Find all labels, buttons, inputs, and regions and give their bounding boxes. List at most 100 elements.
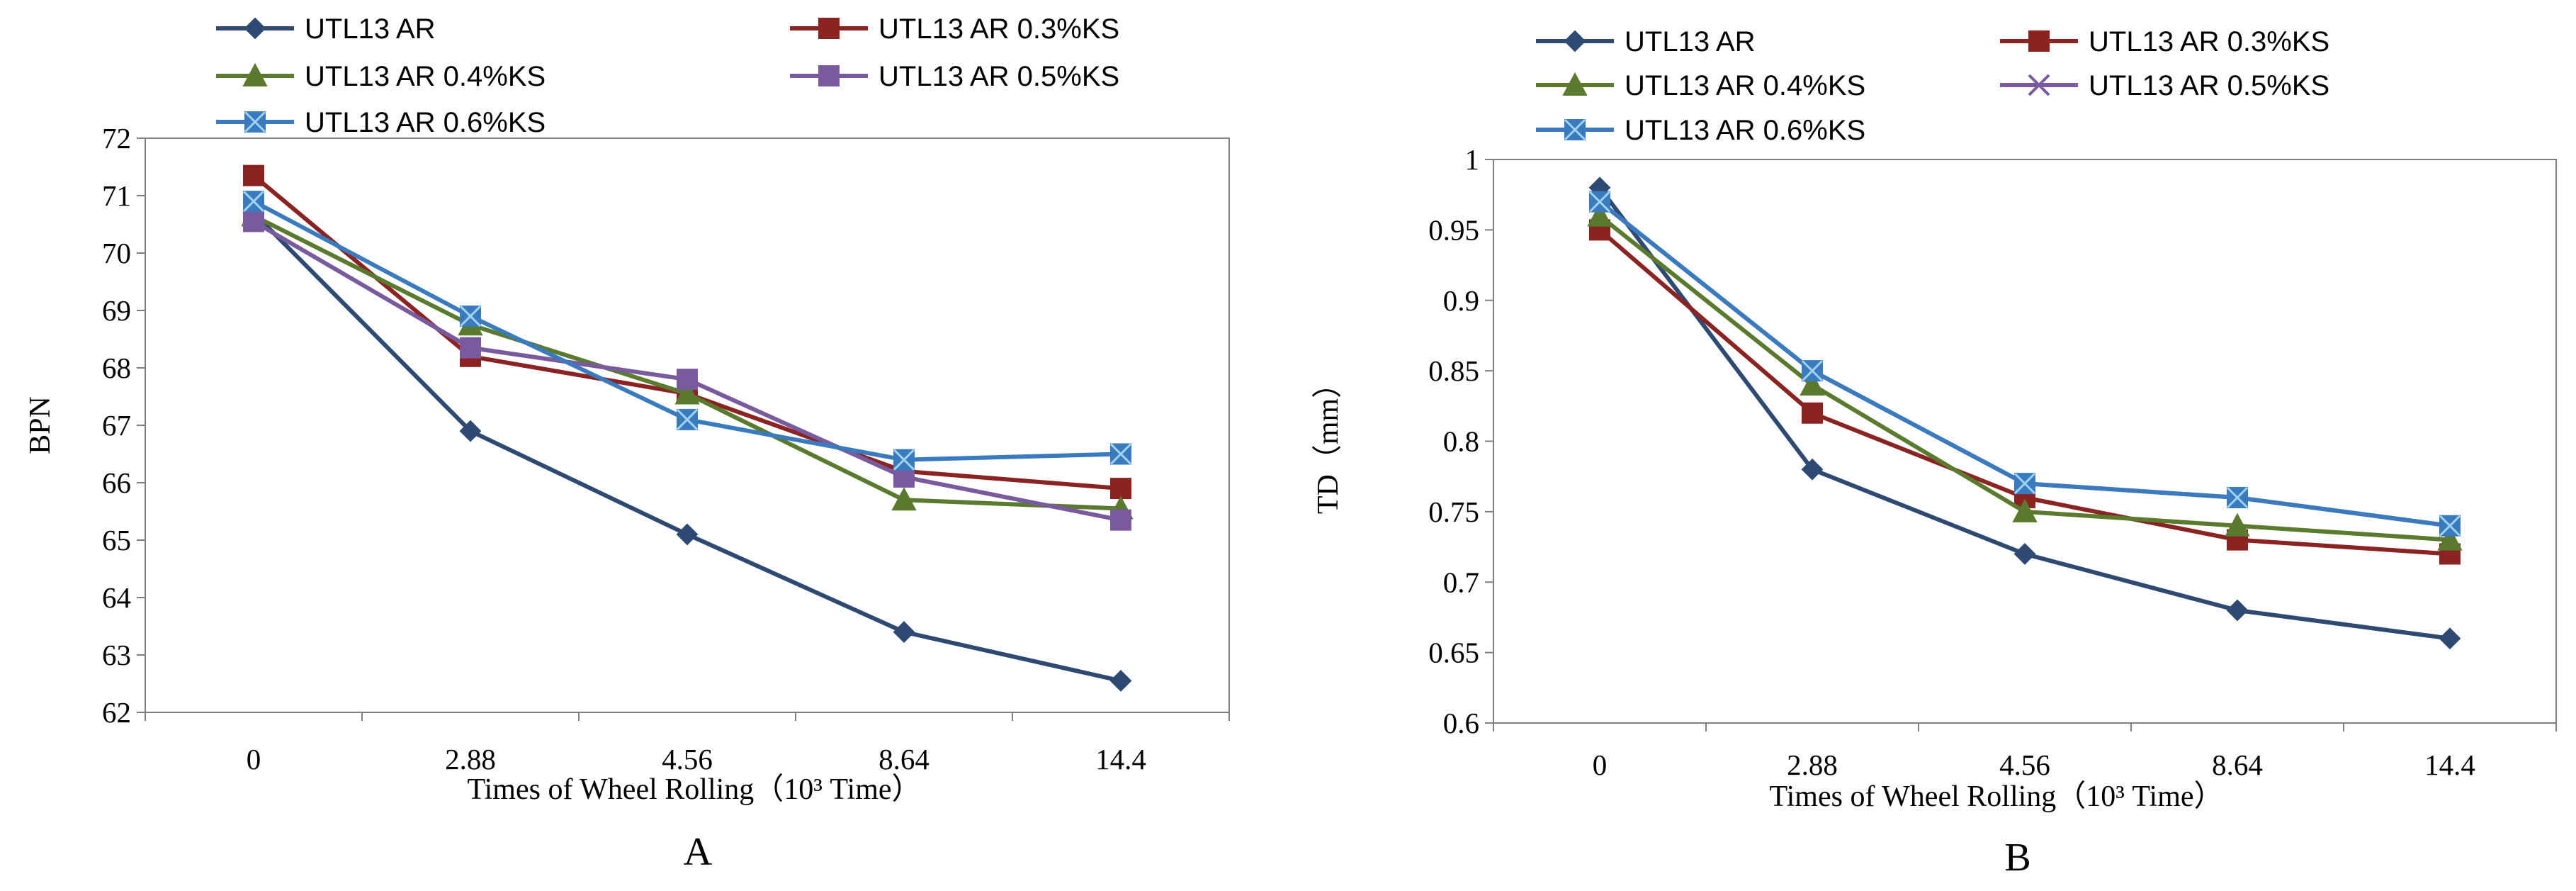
chart-panel-a: 62 63 64 65 66 67 68 69 70 71 72 0 2.88 4.56 8.64 14.4 T… (24, 13, 1230, 874)
series-5 (1588, 191, 2461, 537)
data-point (2226, 486, 2249, 509)
series-line (252, 213, 1122, 511)
data-point (1801, 458, 1824, 481)
y-axis-title: BPN (24, 396, 57, 454)
legend-marker (818, 18, 840, 39)
legend-entry: UTL13 AR 0.5%KS (790, 61, 1119, 92)
legend-entry: UTL13 AR 0.5%KS (2000, 70, 2329, 101)
series-line (252, 174, 1122, 491)
y-tick-label: 62 (102, 696, 131, 729)
data-point (1110, 478, 1131, 500)
legend-label: UTL13 AR 0.5%KS (879, 61, 1119, 92)
legend-marker (2028, 30, 2050, 52)
y-tick-label: 65 (102, 524, 131, 556)
legend-label: UTL13 AR (305, 13, 436, 45)
legend-marker (244, 17, 266, 40)
data-point (243, 211, 264, 232)
series-4 (243, 211, 1131, 531)
data-point (677, 369, 698, 391)
data-point (2225, 512, 2250, 537)
y-tick-label: 70 (102, 237, 131, 269)
y-tick-label: 69 (102, 294, 131, 327)
legend-marker (1562, 72, 1588, 96)
chart-b-svg: 0.6 0.65 0.7 0.75 0.8 0.85 0.9 0.95 1 0 2.88 4.56 8.… (1312, 26, 2557, 880)
data-point (1800, 371, 1825, 396)
x-axis-title: Times of Wheel Rolling（10³ Time） (1769, 780, 2223, 813)
data-point (2439, 627, 2461, 650)
data-point (1110, 509, 1131, 531)
y-tick-label: 64 (102, 581, 131, 614)
legend-marker (1564, 118, 1586, 141)
legend-label: UTL13 AR 0.6%KS (305, 107, 546, 138)
chart-panel-b: 0.6 0.65 0.7 0.75 0.8 0.85 0.9 0.95 1 0 2.88 4.56 8.… (1288, 0, 2576, 891)
x-tick-label: 2.88 (445, 743, 496, 775)
x-tick-label: 14.4 (1095, 743, 1146, 775)
data-point (1109, 670, 1132, 692)
data-point (1587, 203, 1612, 227)
legend-marker (2028, 74, 2050, 96)
chart-a-svg: 62 63 64 65 66 67 68 69 70 71 72 0 2.88 4.56 8.64 14.4 T… (24, 13, 1230, 874)
legend-label: UTL13 AR 0.6%KS (1625, 115, 1865, 146)
y-tick-label: 0.75 (1428, 495, 1479, 528)
y-tick-label: 66 (102, 466, 131, 499)
series-3 (1587, 203, 2463, 551)
legend-entry: UTL13 AR 0.3%KS (790, 13, 1119, 45)
data-point (2437, 527, 2463, 551)
data-point (674, 381, 700, 405)
x-axis-title: Times of Wheel Rolling（10³ Time） (467, 773, 921, 806)
y-axis-title: TD（mm） (1312, 369, 1345, 514)
legend-entry: UTL13 AR 0.3%KS (2000, 26, 2329, 57)
data-point (1109, 443, 1132, 465)
data-point (676, 523, 699, 546)
legend-marker (818, 65, 840, 86)
data-point (459, 306, 482, 327)
panel-label: A (684, 830, 713, 874)
y-tick-label: 0.6 (1443, 707, 1479, 739)
data-point (1588, 191, 1611, 213)
data-point (2013, 473, 2036, 495)
legend-label: UTL13 AR 0.3%KS (879, 13, 1119, 45)
series-2 (243, 164, 1131, 500)
y-tick-label: 0.8 (1443, 425, 1479, 458)
legend-label: UTL13 AR (1625, 26, 1756, 57)
x-tick-label: 0 (247, 743, 261, 775)
series-3 (241, 203, 1134, 520)
legend-entry: UTL13 AR 0.6%KS (216, 107, 546, 138)
x-tick-label: 14.4 (2424, 749, 2475, 781)
y-tick-label: 0.7 (1443, 566, 1479, 598)
legend-marker (244, 111, 266, 133)
series-1 (242, 201, 1132, 692)
y-tick-label: 72 (102, 122, 131, 155)
data-point (2012, 498, 2038, 522)
data-point (2013, 543, 2036, 565)
series-line (1598, 186, 2451, 641)
y-tick-label: 71 (102, 179, 131, 212)
data-point (2226, 599, 2249, 622)
legend-entry: UTL13 AR (216, 13, 436, 45)
x-tick-label: 4.56 (1999, 749, 2050, 781)
data-point (891, 487, 917, 511)
x-tick-label: 2.88 (1787, 749, 1838, 781)
legend-marker (1564, 30, 1586, 52)
legend-label: UTL13 AR 0.3%KS (2089, 26, 2329, 57)
y-tick-label: 63 (102, 639, 131, 671)
data-point (460, 337, 481, 359)
data-point (1802, 402, 1823, 424)
data-point (676, 408, 699, 430)
panel-label: B (2004, 836, 2030, 880)
y-tick-label: 1 (1465, 143, 1480, 176)
y-tick-label: 68 (102, 352, 131, 384)
y-tick-label: 67 (102, 409, 131, 442)
series-5 (242, 191, 1132, 471)
x-tick-label: 8.64 (2212, 749, 2263, 781)
y-tick-label: 0.65 (1428, 637, 1479, 669)
legend-entry: UTL13 AR 0.4%KS (216, 61, 546, 92)
legend-entry: UTL13 AR 0.6%KS (1536, 115, 1865, 146)
data-point (2439, 515, 2461, 537)
data-point (243, 164, 264, 186)
series-1 (1588, 176, 2461, 650)
data-point (242, 191, 265, 213)
legend-entry: UTL13 AR (1536, 26, 1756, 57)
data-point (1801, 360, 1824, 382)
data-point (893, 621, 915, 644)
